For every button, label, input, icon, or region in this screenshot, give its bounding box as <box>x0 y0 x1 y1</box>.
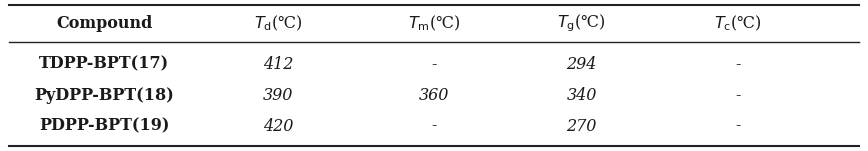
Text: 360: 360 <box>419 87 449 104</box>
Text: 340: 340 <box>567 87 596 104</box>
Text: Compound: Compound <box>56 15 153 32</box>
Text: 420: 420 <box>263 118 293 135</box>
Text: 412: 412 <box>263 56 293 73</box>
Text: PyDPP-BPT(18): PyDPP-BPT(18) <box>34 87 174 104</box>
Text: -: - <box>431 56 437 73</box>
Text: -: - <box>431 118 437 135</box>
Text: TDPP-BPT(17): TDPP-BPT(17) <box>39 56 169 73</box>
Text: 294: 294 <box>567 56 596 73</box>
Text: PDPP-BPT(19): PDPP-BPT(19) <box>39 118 169 135</box>
Text: 390: 390 <box>263 87 293 104</box>
Text: $T_\mathrm{m}$(℃): $T_\mathrm{m}$(℃) <box>408 14 460 33</box>
Text: -: - <box>735 118 740 135</box>
Text: $T_\mathrm{g}$(℃): $T_\mathrm{g}$(℃) <box>557 13 606 34</box>
Text: -: - <box>735 56 740 73</box>
Text: -: - <box>735 87 740 104</box>
Text: $T_\mathrm{c}$(℃): $T_\mathrm{c}$(℃) <box>714 14 761 33</box>
Text: 270: 270 <box>567 118 596 135</box>
Text: $T_\mathrm{d}$(℃): $T_\mathrm{d}$(℃) <box>253 14 302 33</box>
